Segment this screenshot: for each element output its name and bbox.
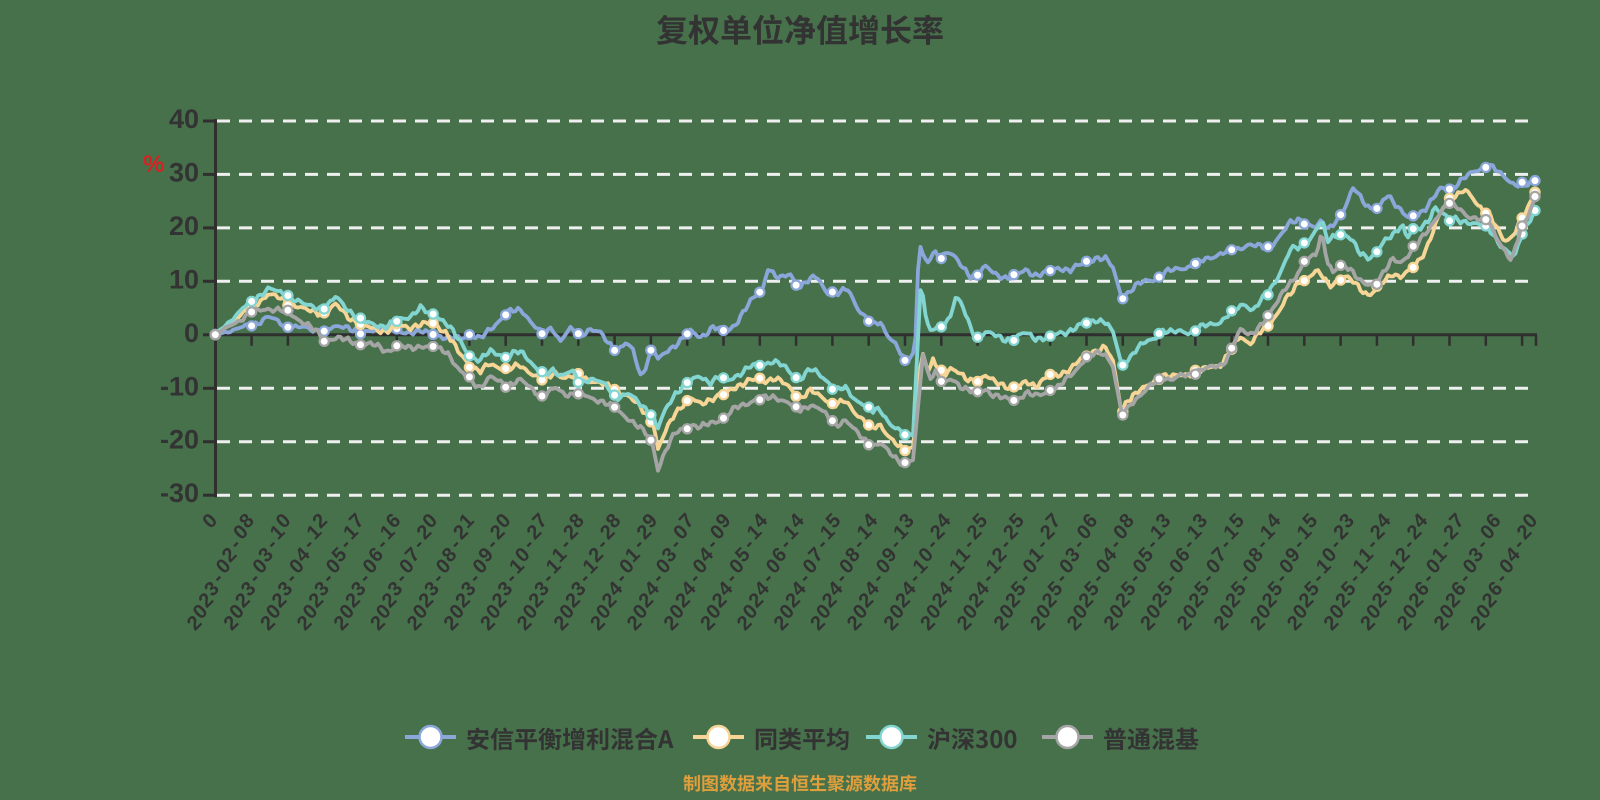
svg-text:%: % xyxy=(143,151,164,178)
svg-text:20: 20 xyxy=(169,211,199,241)
svg-text:-10: -10 xyxy=(160,371,199,401)
svg-text:30: 30 xyxy=(169,157,199,187)
svg-text:0: 0 xyxy=(184,318,199,348)
svg-text:-20: -20 xyxy=(160,425,199,455)
svg-text:10: 10 xyxy=(169,264,199,294)
svg-text:40: 40 xyxy=(169,104,199,134)
svg-text:-30: -30 xyxy=(160,478,199,508)
